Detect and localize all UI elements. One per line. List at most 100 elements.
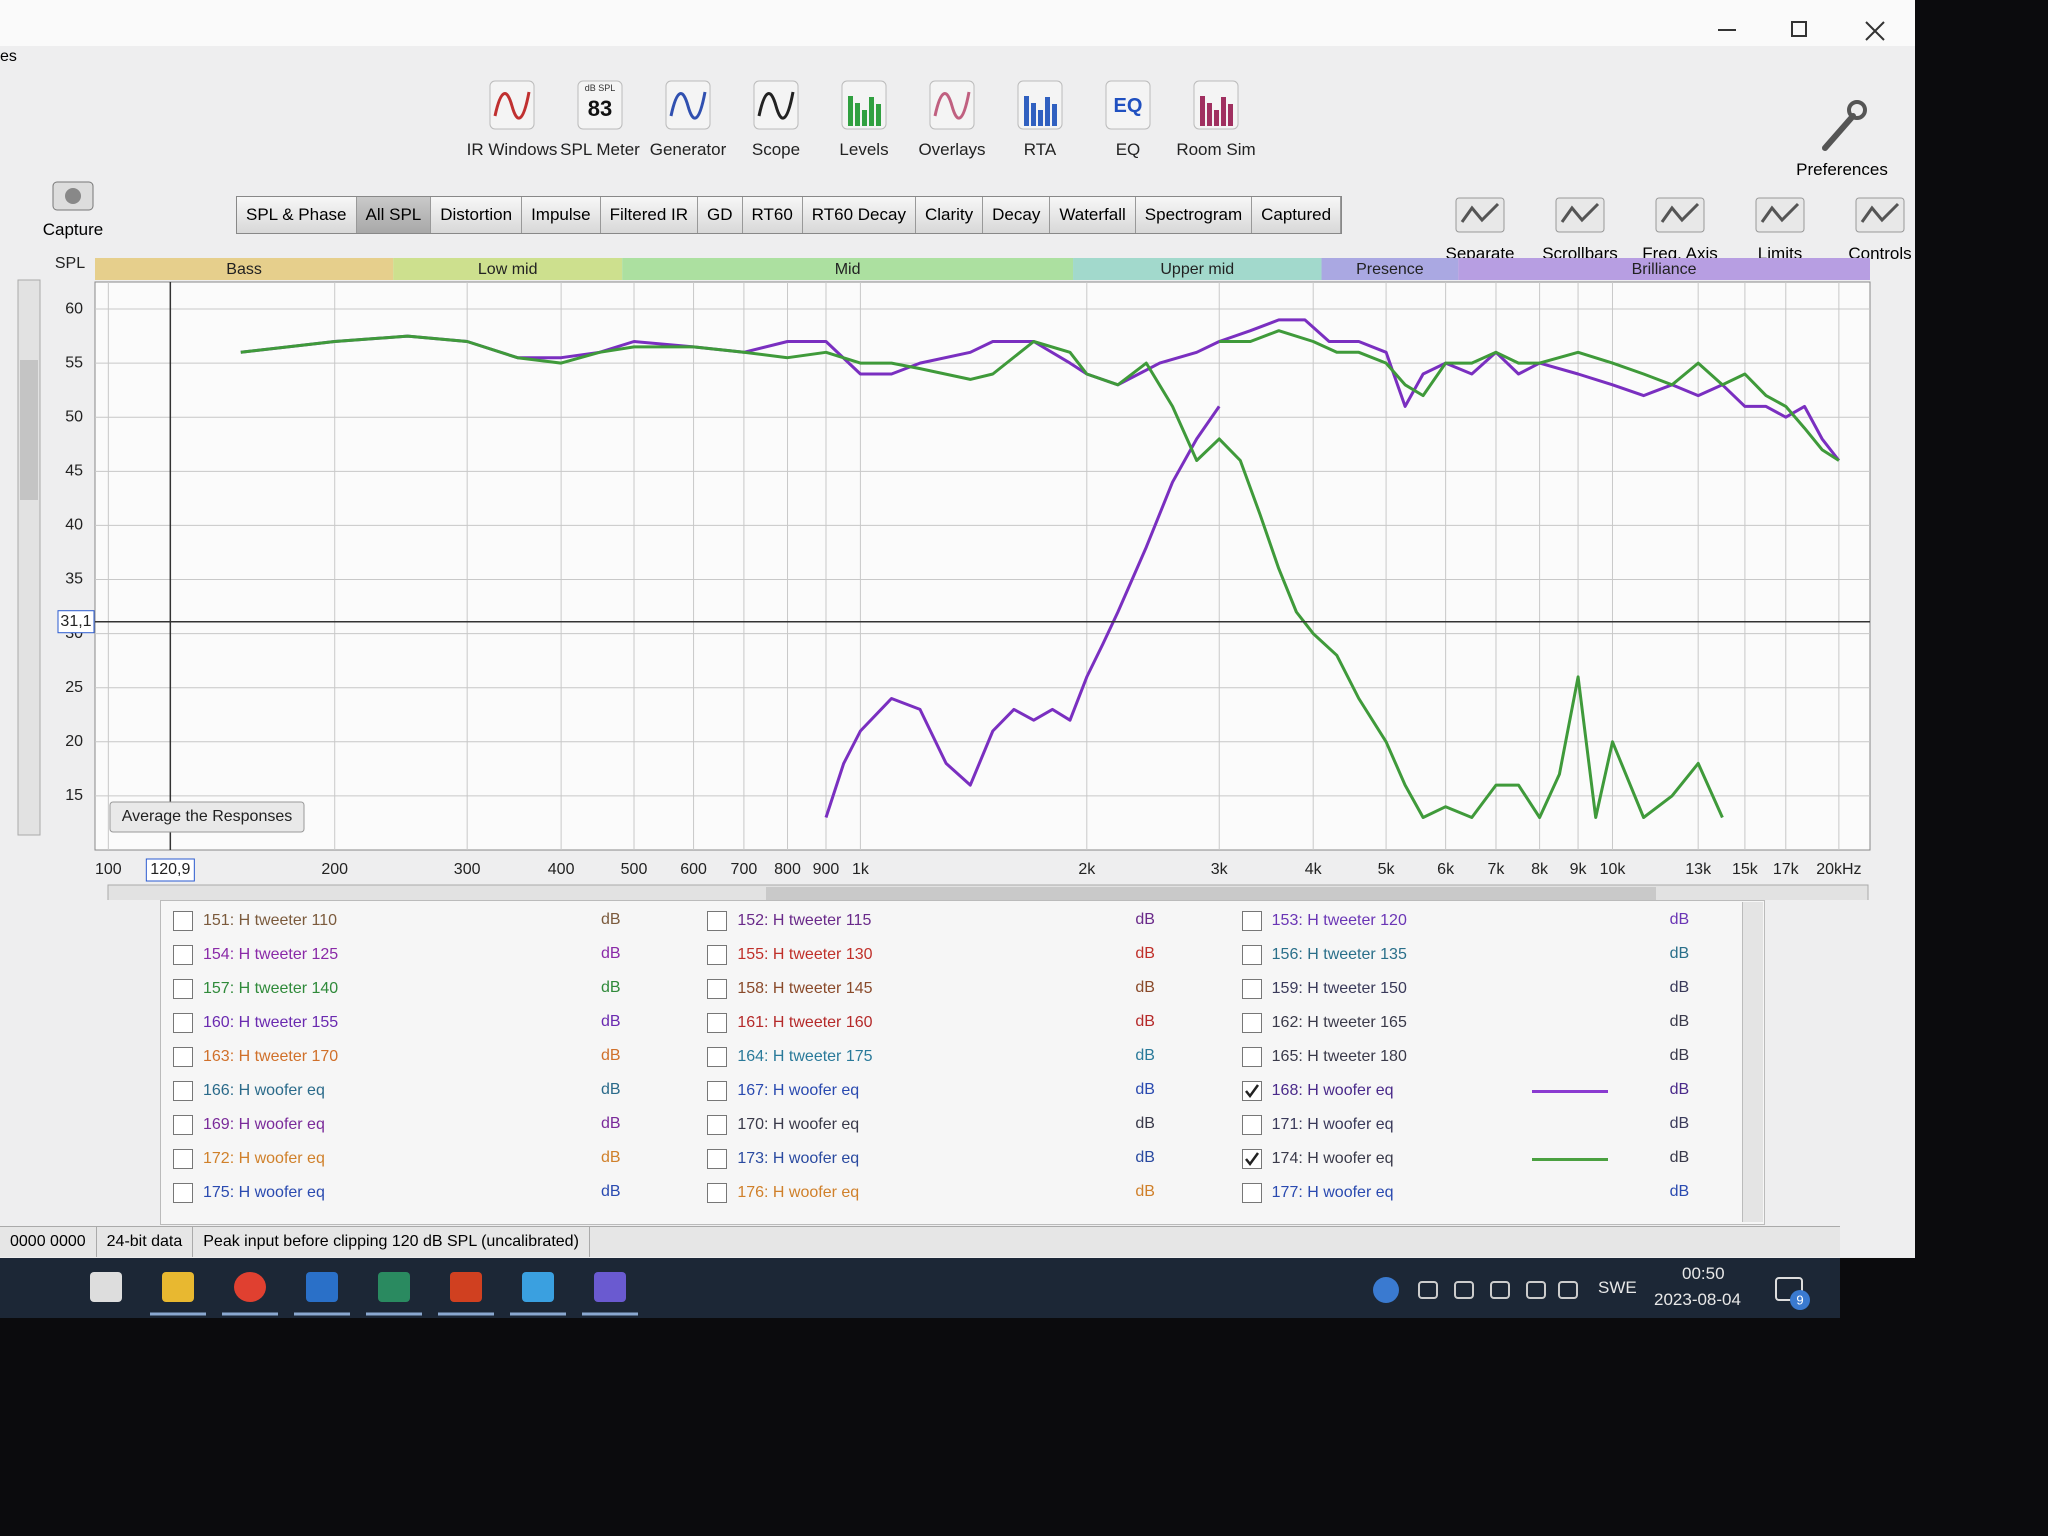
view-button[interactable]: Controls xyxy=(1830,192,1930,264)
checkbox[interactable] xyxy=(707,1013,728,1033)
graph-tab[interactable]: Waterfall xyxy=(1050,197,1136,233)
tool-button[interactable]: Levels xyxy=(820,78,908,160)
measurement-label: 154: H tweeter 125 xyxy=(203,946,339,963)
checkbox[interactable] xyxy=(707,1183,728,1203)
checkbox[interactable] xyxy=(1241,1149,1262,1169)
checkbox[interactable] xyxy=(173,1081,193,1101)
graph-tab[interactable]: Captured xyxy=(1252,197,1342,233)
list-scrollbar[interactable] xyxy=(1742,902,1763,1222)
measurement-unit: dB xyxy=(1669,1183,1690,1200)
checkbox[interactable] xyxy=(707,1081,728,1101)
average-button[interactable] xyxy=(109,801,305,833)
response-curve xyxy=(1219,329,1840,462)
graph-tab[interactable]: SPL & Phase xyxy=(237,197,357,233)
app-icon[interactable] xyxy=(234,1272,266,1302)
graph-tab[interactable]: Filtered IR xyxy=(600,197,699,233)
scroll-thumb[interactable] xyxy=(20,360,38,500)
icon-bar xyxy=(876,104,881,126)
tool-button[interactable]: IR Windows xyxy=(467,78,557,160)
tool-label: Levels xyxy=(839,140,889,159)
app-icon[interactable] xyxy=(450,1272,482,1302)
preferences-button[interactable]: Preferences xyxy=(1790,98,1894,180)
measurement: 162: H tweeter 165 dB xyxy=(1230,1009,1764,1043)
checkbox[interactable] xyxy=(707,1047,728,1067)
checkbox[interactable] xyxy=(707,1149,728,1169)
band-label: Brilliance xyxy=(1632,261,1697,278)
band-label: Low mid xyxy=(478,261,538,278)
measurement-unit: dB xyxy=(1135,1183,1155,1200)
app-icon[interactable] xyxy=(90,1272,122,1302)
graph-tab[interactable]: All SPL xyxy=(356,197,432,233)
band xyxy=(393,258,623,280)
app-icon[interactable] xyxy=(162,1272,194,1302)
tool-icon xyxy=(929,80,975,130)
checkbox[interactable] xyxy=(173,1013,193,1033)
checkbox[interactable] xyxy=(173,979,193,999)
tool-button[interactable]: Generator xyxy=(644,78,732,160)
checkbox[interactable] xyxy=(707,945,728,965)
app-icon[interactable] xyxy=(522,1272,554,1302)
checkbox[interactable] xyxy=(173,1047,193,1067)
checkbox[interactable] xyxy=(1241,1081,1262,1101)
measurement-label: 155: H tweeter 130 xyxy=(737,946,873,963)
graph-tab[interactable]: RT60 xyxy=(742,197,803,233)
checkbox[interactable] xyxy=(173,1149,193,1169)
icon-wave xyxy=(669,91,707,120)
capture-button[interactable]: Capture xyxy=(42,178,104,240)
app-icon[interactable] xyxy=(378,1272,410,1302)
checkbox[interactable] xyxy=(1241,1183,1262,1203)
checkbox[interactable] xyxy=(1241,911,1262,931)
close[interactable] xyxy=(1865,21,1885,41)
graph-tab[interactable]: Decay xyxy=(983,197,1051,233)
checkbox[interactable] xyxy=(1241,945,1262,965)
x-tick-label: 2k xyxy=(1078,861,1096,878)
icon-glyph xyxy=(1560,202,1600,223)
x-tick-label: 13k xyxy=(1685,861,1712,878)
tool-icon: EQ xyxy=(1105,80,1151,130)
tool-button[interactable]: Overlays xyxy=(908,78,996,160)
checkbox[interactable] xyxy=(707,979,728,999)
measurement: 172: H woofer eq dB xyxy=(161,1145,695,1179)
view-icon xyxy=(1555,197,1605,233)
measurement: 158: H tweeter 145 dB xyxy=(695,975,1229,1009)
graph-tab[interactable]: Distortion xyxy=(431,197,523,233)
app-icon[interactable] xyxy=(306,1272,338,1302)
tool-button[interactable]: Room Sim xyxy=(1172,78,1260,160)
measurement: 156: H tweeter 135 dB xyxy=(1230,941,1764,975)
restore[interactable] xyxy=(1791,21,1807,37)
spl-reading: 83 xyxy=(588,96,612,121)
checkbox[interactable] xyxy=(173,1115,193,1135)
measurement-unit: dB xyxy=(1669,1081,1690,1098)
tool-button[interactable]: dB SPL 83 SPL Meter xyxy=(556,78,644,160)
graph-tab[interactable]: Spectrogram xyxy=(1135,197,1253,233)
scroll-thumb[interactable] xyxy=(766,887,1656,900)
measurement: 152: H tweeter 115 dB xyxy=(695,907,1229,941)
checkbox[interactable] xyxy=(173,911,193,931)
tool-button[interactable]: EQ EQ xyxy=(1084,78,1172,160)
measurement-label: 166: H woofer eq xyxy=(203,1082,325,1099)
measurement-unit: dB xyxy=(601,1081,621,1098)
checkbox[interactable] xyxy=(707,1115,728,1135)
checkbox[interactable] xyxy=(1241,979,1262,999)
checkbox[interactable] xyxy=(1241,1013,1262,1033)
checkbox[interactable] xyxy=(173,945,193,965)
graph-tab[interactable]: Impulse xyxy=(522,197,601,233)
checkbox[interactable] xyxy=(1241,1115,1262,1135)
tool-button[interactable]: Scope xyxy=(732,78,820,160)
graph-tab[interactable]: GD xyxy=(698,197,743,233)
icon-bar xyxy=(1207,103,1212,126)
checkbox[interactable] xyxy=(173,1183,193,1203)
measurement: 163: H tweeter 170 dB xyxy=(161,1043,695,1077)
graph-tab[interactable]: Clarity xyxy=(915,197,984,233)
graph-tab[interactable]: RT60 Decay xyxy=(802,197,916,233)
app-icon[interactable] xyxy=(594,1272,626,1302)
cursor-y-label: 31,1 xyxy=(60,613,91,630)
icon-frame xyxy=(1105,80,1151,130)
checkbox[interactable] xyxy=(1241,1047,1262,1067)
tool-button[interactable]: RTA xyxy=(996,78,1084,160)
checkbox[interactable] xyxy=(707,911,728,931)
y-tick-label: 15 xyxy=(65,787,83,804)
icon-wave xyxy=(933,91,971,120)
y-tick-label: 45 xyxy=(65,463,83,480)
